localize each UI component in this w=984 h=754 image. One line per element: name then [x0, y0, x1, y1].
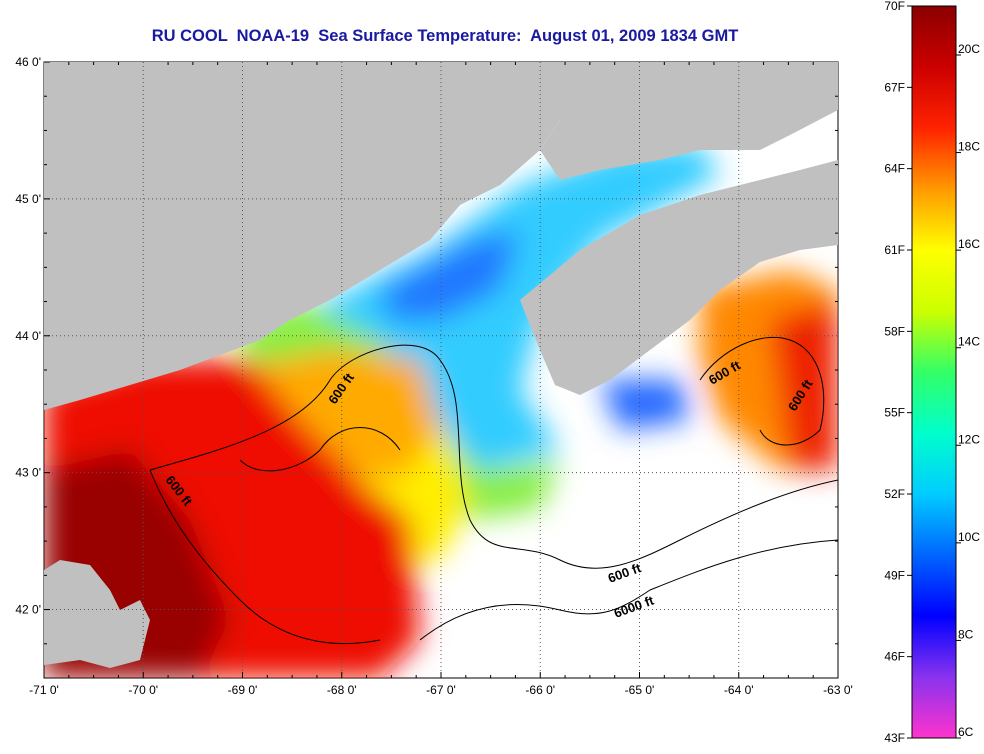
colorbar-c-label: 8C [958, 627, 974, 641]
lon-tick-label: -67 0' [426, 683, 456, 697]
land-new-brunswick [540, 62, 838, 180]
sst-scotian-blue [600, 380, 690, 430]
lon-tick-label: -68 0' [327, 683, 357, 697]
lat-tick-label: 45 0' [15, 192, 41, 206]
lat-tick-label: 43 0' [15, 466, 41, 480]
colorbar-c-label: 6C [958, 725, 974, 739]
contour-line [149, 469, 381, 645]
colorbar-labels: 70F 67F 64F 61F 58F 55F 52F 49F 46F 43F 20C 18C 16C 1… [884, 0, 980, 745]
colorbar-f-label: 52F [884, 487, 905, 501]
contour-line [699, 336, 825, 446]
bathymetry-contours [149, 336, 838, 645]
colorbar-f-label: 67F [884, 80, 905, 94]
lon-tick-label: -64 0' [724, 683, 754, 697]
grid-lines [44, 62, 838, 678]
contour-line [149, 344, 838, 569]
colorbar-f-label: 58F [884, 324, 905, 338]
sst-blue-core [380, 230, 520, 320]
colorbar-c-label: 10C [958, 530, 980, 544]
colorbar-c-label: 12C [958, 432, 980, 446]
land-nova-scotia [520, 160, 838, 395]
map-area: 600 ft 600 ft 600 ft 600 ft 600 ft 6000 … [44, 62, 838, 678]
sst-orange-zone [230, 350, 440, 480]
colorbar-f-label: 46F [884, 650, 905, 664]
land-new-england [44, 62, 560, 410]
lat-tick-label: 42 0' [15, 603, 41, 617]
colorbar-f-label: 49F [884, 568, 905, 582]
lat-tick-label: 44 0' [15, 329, 41, 343]
lon-tick-label: -63 0' [823, 683, 853, 697]
map-title: RU COOL NOAA-19 Sea Surface Temperature:… [151, 27, 739, 45]
contour-line [419, 539, 838, 641]
colorbar-c-label: 14C [958, 335, 980, 349]
colorbar [911, 5, 957, 739]
contour-line [239, 427, 401, 472]
lon-tick-label: -70 0' [128, 683, 158, 697]
colorbar-c-label: 18C [958, 140, 980, 154]
axis-ticks: -71 0' -70 0' -69 0' -68 0' -67 0' -66 0' -65 … [15, 55, 852, 697]
lon-tick-label: -66 0' [525, 683, 555, 697]
sst-cool-region [250, 145, 720, 470]
colorbar-f-label: 55F [884, 406, 905, 420]
land-cape-cod [44, 560, 150, 668]
lon-tick-label: -69 0' [228, 683, 258, 697]
lat-tick-label: 46 0' [15, 55, 41, 69]
colorbar-f-label: 61F [884, 243, 905, 257]
colorbar-f-label: 64F [884, 162, 905, 176]
colorbar-f-label: 70F [884, 0, 905, 13]
lon-tick-label: -71 0' [29, 683, 59, 697]
colorbar-c-label: 20C [958, 42, 980, 56]
colorbar-c-label: 16C [958, 237, 980, 251]
colorbar-f-label: 43F [884, 731, 905, 745]
lon-tick-label: -65 0' [625, 683, 655, 697]
